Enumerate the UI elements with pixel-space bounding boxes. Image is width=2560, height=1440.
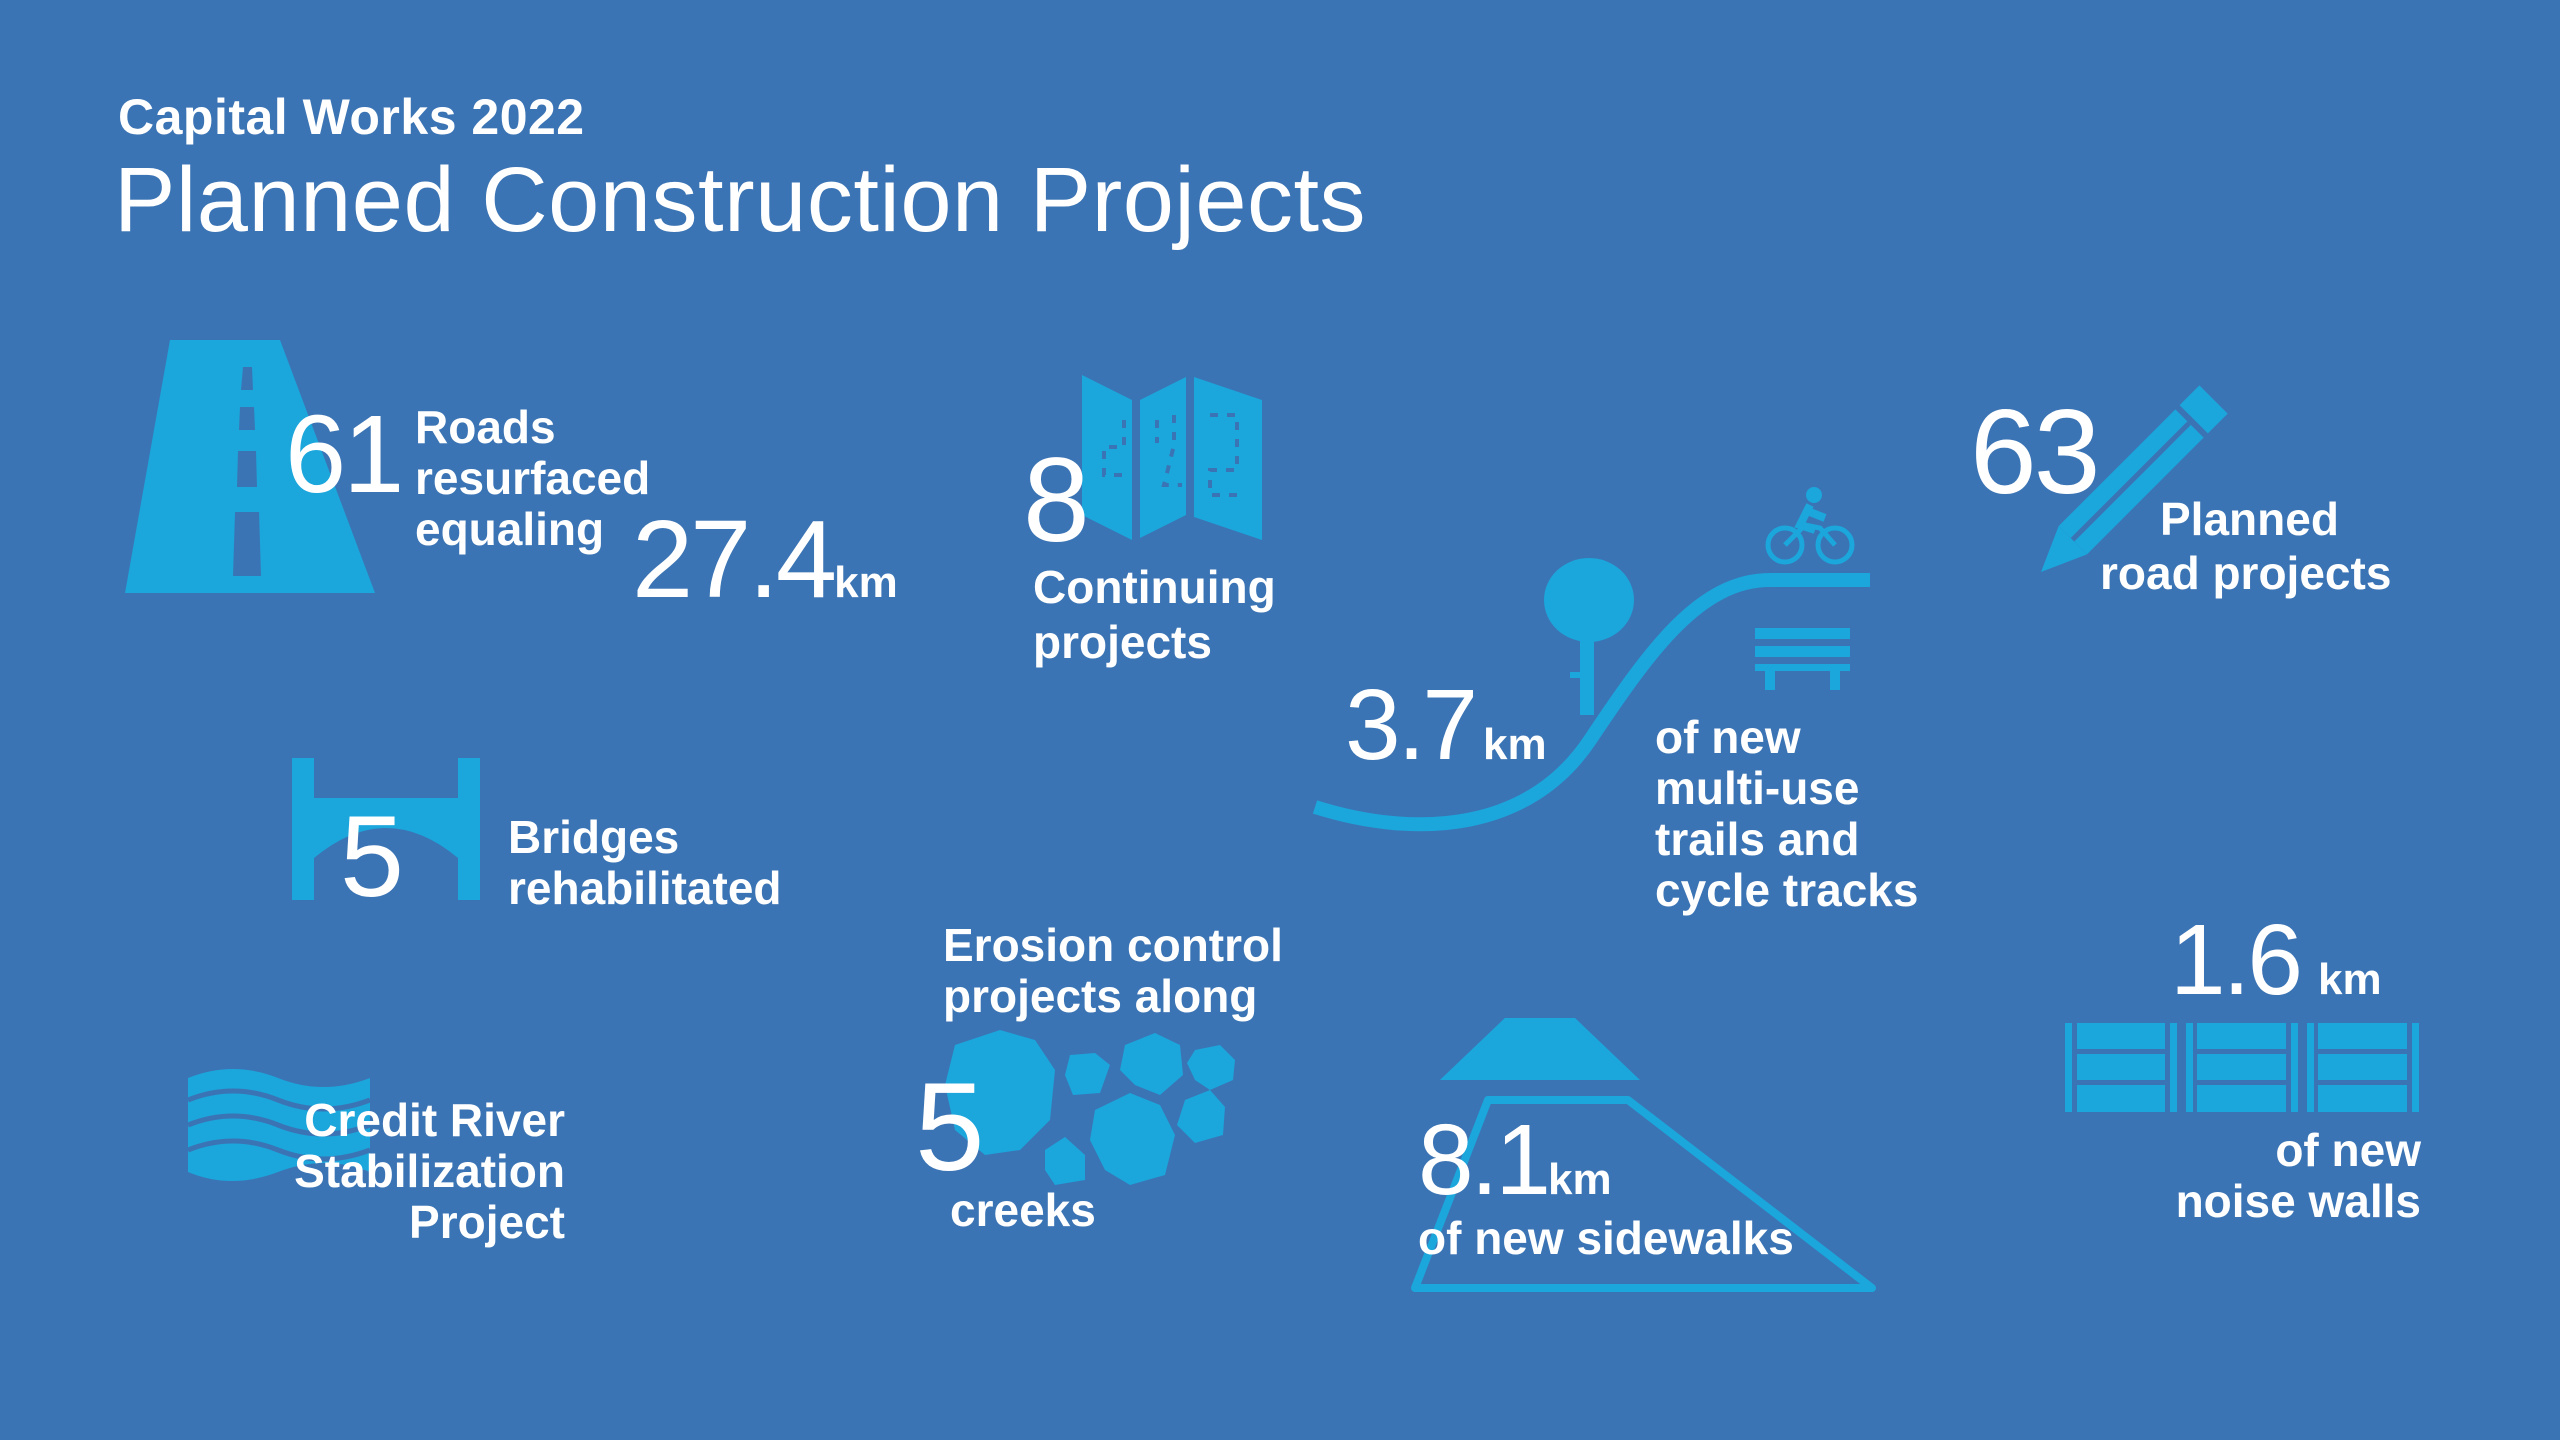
- noise-wall-icon: [2065, 1023, 2419, 1112]
- trails-length: 3.7 km: [1345, 669, 1547, 781]
- noise-walls-label: of new noise walls: [2175, 1124, 2421, 1227]
- sidewalk-icon: [1411, 1018, 1876, 1292]
- page-title: Planned Construction Projects: [114, 149, 1367, 251]
- continuing-label: Continuing projects: [1033, 561, 1276, 668]
- sidewalks-label: of new sidewalks: [1418, 1212, 1794, 1264]
- roads-label: Roads resurfaced equaling: [415, 401, 651, 555]
- bench-icon: [1755, 628, 1850, 690]
- continuing-count: 8: [1023, 433, 1090, 567]
- erosion-count: 5: [915, 1058, 985, 1197]
- subtitle: Capital Works 2022: [118, 89, 585, 145]
- bridge-icon: [292, 758, 480, 900]
- map-icon: [1082, 375, 1262, 540]
- erosion-label: Erosion control projects along: [943, 919, 1283, 1022]
- planned-roads-label: Planned road projects: [2100, 493, 2392, 599]
- bridges-label: Bridges rehabilitated: [508, 811, 782, 914]
- road-icon: [125, 340, 375, 593]
- noise-walls-length: 1.6 km: [2170, 904, 2382, 1016]
- sidewalks-length: 8.1km: [1418, 1104, 1612, 1216]
- planned-roads-count: 63: [1970, 385, 2100, 519]
- roads-count: 61: [285, 393, 404, 516]
- trails-label: of new multi-use trails and cycle tracks: [1655, 711, 1919, 916]
- erosion-creeks-label: creeks: [950, 1184, 1096, 1236]
- waves-icon: [187, 1069, 371, 1181]
- cyclist-icon: [1765, 487, 1855, 565]
- bridges-count: 5: [340, 793, 404, 921]
- credit-river-label: Credit River Stabilization Project: [294, 1094, 565, 1248]
- pencil-icon: [2041, 385, 2228, 572]
- roads-length: 27.4km: [632, 498, 898, 621]
- rocks-icon: [945, 1030, 1235, 1185]
- trail-icon: [1312, 487, 1870, 832]
- tree-icon: [1544, 558, 1634, 715]
